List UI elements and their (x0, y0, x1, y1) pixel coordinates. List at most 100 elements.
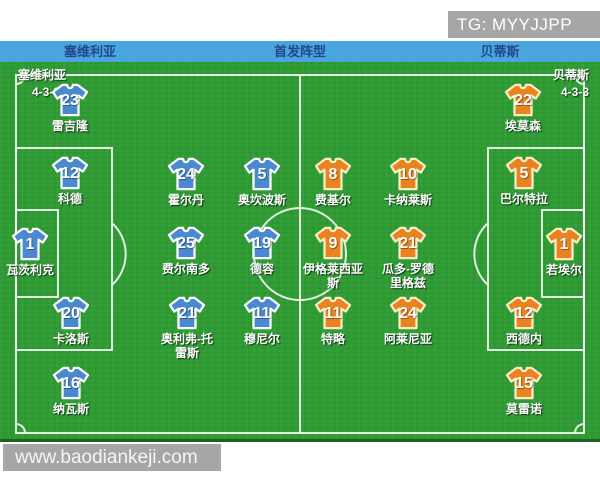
player-name: 西德内 (505, 332, 542, 346)
player-number: 21 (399, 235, 417, 252)
player-away-22: 22 埃莫森 (504, 83, 542, 133)
player-home-19: 19 德容 (243, 226, 281, 276)
tg-badge: TG: MYYJJPP (448, 11, 600, 38)
player-name: 瓦茨利克 (5, 263, 54, 277)
player-number: 24 (177, 166, 195, 183)
player-home-5: 5 奥坎波斯 (238, 157, 286, 207)
player-home-12: 12 科德 (51, 156, 89, 206)
player-name: 阿莱尼亚 (383, 332, 432, 346)
jersey-icon: 11 (243, 296, 281, 330)
jersey-icon: 12 (51, 156, 89, 190)
player-home-24: 24 霍尔丹 (167, 157, 205, 207)
player-number: 11 (253, 305, 271, 322)
player-away-11: 11 特略 (314, 296, 352, 346)
player-number: 1 (25, 236, 35, 253)
player-home-16: 16 纳瓦斯 (52, 366, 90, 416)
player-away-21: 21 瓜多-罗德 里格兹 (382, 226, 434, 290)
jersey-icon: 10 (389, 157, 427, 191)
jersey-icon: 12 (505, 296, 543, 330)
player-number: 24 (399, 305, 417, 322)
player-name: 霍尔丹 (167, 193, 204, 207)
home-formation-label: 塞维利亚 4-3-3 (18, 67, 66, 101)
player-number: 9 (328, 235, 338, 252)
jersey-icon: 1 (11, 227, 49, 261)
header-home-team: 塞维利亚 (63, 44, 116, 59)
player-away-24: 24 阿莱尼亚 (384, 296, 432, 346)
header-away-team: 贝蒂斯 (480, 44, 520, 59)
jersey-icon: 23 (51, 83, 89, 117)
pitch-lines-icon (15, 74, 585, 434)
player-away-15: 15 莫雷诺 (505, 366, 543, 416)
jersey-icon: 8 (314, 157, 352, 191)
jersey-icon: 21 (389, 226, 427, 260)
player-name: 费基尔 (314, 193, 351, 207)
player-away-1: 1 若埃尔 (545, 227, 583, 277)
player-home-25: 25 费尔南多 (162, 226, 210, 276)
player-away-12: 12 西德内 (505, 296, 543, 346)
home-team-name: 塞维利亚 (18, 68, 67, 82)
player-name: 伊格莱西亚 斯 (302, 262, 363, 290)
player-number: 15 (515, 375, 533, 392)
player-name: 纳瓦斯 (52, 402, 89, 416)
jersey-icon: 9 (314, 226, 352, 260)
player-name: 奥利弗-托 雷斯 (161, 332, 213, 360)
away-team-name: 贝蒂斯 (552, 68, 589, 82)
player-name: 卡纳莱斯 (383, 193, 432, 207)
player-name: 穆尼尔 (243, 332, 280, 346)
player-name: 奥坎波斯 (237, 193, 286, 207)
player-away-10: 10 卡纳莱斯 (384, 157, 432, 207)
jersey-icon: 11 (314, 296, 352, 330)
home-formation: 4-3-3 (32, 85, 61, 99)
player-name: 科德 (57, 192, 82, 206)
player-name: 若埃尔 (545, 263, 582, 277)
player-name: 巴尔特拉 (499, 192, 548, 206)
player-name: 莫雷诺 (505, 402, 542, 416)
player-name: 德容 (249, 262, 274, 276)
player-number: 20 (62, 305, 80, 322)
header-title: 首发阵型 (273, 44, 326, 59)
player-number: 25 (177, 235, 195, 252)
player-number: 12 (515, 305, 533, 322)
player-home-20: 20 卡洛斯 (52, 296, 90, 346)
player-home-1: 1 瓦茨利克 (6, 227, 54, 277)
jersey-icon: 24 (389, 296, 427, 330)
jersey-icon: 1 (545, 227, 583, 261)
pitch (0, 62, 600, 442)
player-name: 埃莫森 (504, 119, 541, 133)
jersey-icon: 5 (243, 157, 281, 191)
player-name: 卡洛斯 (52, 332, 89, 346)
player-number: 5 (257, 166, 267, 183)
player-away-5: 5 巴尔特拉 (500, 156, 548, 206)
jersey-icon: 25 (167, 226, 205, 260)
jersey-icon: 20 (52, 296, 90, 330)
player-number: 1 (559, 236, 569, 253)
player-number: 10 (399, 166, 417, 183)
away-formation: 4-3-3 (560, 85, 589, 99)
jersey-icon: 5 (505, 156, 543, 190)
player-number: 5 (519, 165, 529, 182)
player-number: 8 (328, 166, 338, 183)
jersey-icon: 16 (52, 366, 90, 400)
player-name: 费尔南多 (161, 262, 210, 276)
away-formation-label: 贝蒂斯 4-3-3 (553, 67, 589, 101)
jersey-icon: 19 (243, 226, 281, 260)
jersey-icon: 24 (167, 157, 205, 191)
jersey-icon: 21 (168, 296, 206, 330)
player-away-8: 8 费基尔 (314, 157, 352, 207)
player-number: 23 (61, 92, 79, 109)
player-home-11: 11 穆尼尔 (243, 296, 281, 346)
player-home-21: 21 奥利弗-托 雷斯 (161, 296, 213, 360)
player-name: 特略 (320, 332, 345, 346)
jersey-icon: 22 (504, 83, 542, 117)
player-number: 12 (61, 165, 79, 182)
player-number: 19 (253, 235, 271, 252)
player-number: 16 (62, 375, 80, 392)
player-home-23: 23 雷吉隆 (51, 83, 89, 133)
jersey-icon: 15 (505, 366, 543, 400)
player-name: 雷吉隆 (51, 119, 88, 133)
player-name: 瓜多-罗德 里格兹 (382, 262, 434, 290)
watermark: www.baodiankeji.com (3, 444, 221, 471)
player-number: 21 (178, 305, 196, 322)
player-number: 11 (324, 305, 342, 322)
